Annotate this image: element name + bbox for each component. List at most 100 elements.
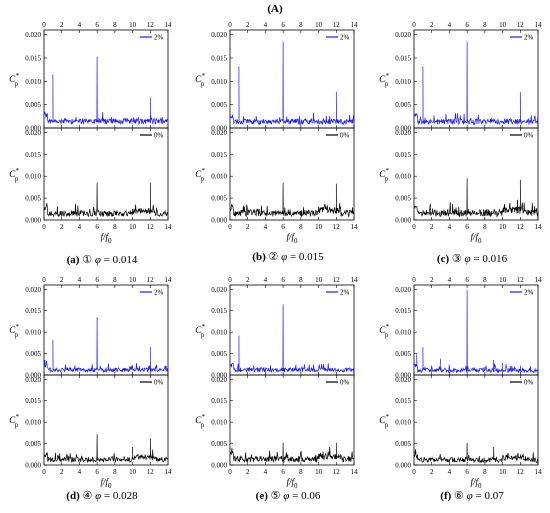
series-line-0% <box>414 178 539 218</box>
chart-caption: (d) ④ φ = 0.028 <box>66 490 138 502</box>
y-tick-label: 0.015 <box>395 307 411 315</box>
x-tick-label: 0 <box>412 223 416 231</box>
x-tick-label: 4 <box>448 223 452 231</box>
x-tick-label: 4 <box>448 468 452 476</box>
panel-frame <box>413 29 539 129</box>
y-tick-label: 0.015 <box>211 397 227 405</box>
y-tick-label: 0.020 <box>25 376 41 384</box>
legend-label: 0% <box>340 132 350 140</box>
x-tick-label: 0 <box>42 223 46 231</box>
y-tick-label: 0.020 <box>211 286 227 294</box>
y-tick-label: 0.015 <box>25 307 41 315</box>
x-tick-label: 12 <box>147 468 155 476</box>
y-tick-label: 0.015 <box>25 55 41 63</box>
x-axis-label: f/f0 <box>286 477 298 490</box>
y-tick-label: 0.020 <box>211 31 227 39</box>
x-tick-label-top: 6 <box>281 276 285 284</box>
y-tick-label: 0.000 <box>25 462 41 470</box>
legend-label: 2% <box>340 34 350 42</box>
legend-label: 0% <box>154 379 164 387</box>
x-tick-label-top: 10 <box>129 21 137 29</box>
panel-frame <box>229 374 355 466</box>
x-tick-label: 10 <box>129 223 137 231</box>
x-tick-label: 14 <box>351 223 359 231</box>
panel-bottom: 0.000 0.005 0.010 0.015 0.020 0 2 4 6 8 10 12 14 0% C*… <box>9 374 172 476</box>
x-tick-label-top: 0 <box>42 21 46 29</box>
legend-label: 0% <box>340 379 350 387</box>
series-line-0% <box>229 442 355 464</box>
x-tick-label: 14 <box>351 468 359 476</box>
x-tick-label-top: 6 <box>465 21 469 29</box>
panel-bottom: 0.000 0.005 0.010 0.015 0.020 0 2 4 6 8 10 12 14 0% C*… <box>379 127 543 231</box>
legend-label: 0% <box>154 132 164 140</box>
y-tick-label: 0.005 <box>25 101 41 109</box>
x-tick-label: 0 <box>228 468 232 476</box>
x-tick-label: 4 <box>78 468 82 476</box>
panel-frame <box>413 284 539 376</box>
x-tick-label-top: 0 <box>412 21 416 29</box>
panel-bottom: 0.000 0.005 0.010 0.015 0.020 0 2 4 6 8 10 12 14 0% C*… <box>9 127 173 231</box>
x-tick-label-top: 2 <box>60 21 64 29</box>
y-tick-label: 0.010 <box>25 173 41 181</box>
y-tick-label: 0.005 <box>395 440 411 448</box>
x-tick-label-top: 0 <box>412 276 416 284</box>
chart-caption: (f) ⑥ φ = 0.07 <box>440 490 504 502</box>
y-tick-label: 0.015 <box>25 397 41 405</box>
y-tick-label: 0.000 <box>211 372 227 380</box>
x-axis-label: f/f0 <box>100 477 112 490</box>
chart-caption: (c) ③ φ = 0.016 <box>437 253 508 265</box>
panel-frame <box>229 284 355 376</box>
y-tick-label: 0.005 <box>25 350 41 358</box>
x-tick-label: 8 <box>299 223 303 231</box>
x-tick-label: 14 <box>535 223 543 231</box>
x-tick-label: 2 <box>60 223 64 231</box>
x-tick-label-top: 6 <box>95 276 99 284</box>
y-tick-label: 0.005 <box>395 350 411 358</box>
y-tick-label: 0.005 <box>211 195 227 203</box>
y-tick-label: 0.020 <box>211 376 227 384</box>
y-tick-label: 0.000 <box>25 125 41 133</box>
x-tick-label-top: 14 <box>535 276 543 284</box>
series-line-0% <box>43 182 169 218</box>
x-tick-label-top: 8 <box>113 21 117 29</box>
y-tick-label: 0.010 <box>395 78 411 86</box>
x-tick-label: 10 <box>499 223 507 231</box>
y-tick-label: 0.010 <box>25 419 41 427</box>
x-tick-label-top: 10 <box>499 21 507 29</box>
y-axis-label: C* p <box>195 72 205 88</box>
y-tick-label: 0.015 <box>211 307 227 315</box>
x-tick-label: 6 <box>465 223 469 231</box>
y-tick-label: 0.000 <box>211 462 227 470</box>
x-tick-label: 6 <box>281 468 285 476</box>
x-tick-label-top: 12 <box>517 21 525 29</box>
x-tick-label-top: 10 <box>315 276 323 284</box>
y-axis-label: C* p <box>379 413 389 429</box>
x-tick-label: 14 <box>165 223 173 231</box>
series-line-0% <box>43 434 169 464</box>
x-tick-label: 8 <box>299 468 303 476</box>
x-tick-label: 8 <box>113 468 117 476</box>
x-tick-label-top: 2 <box>430 21 434 29</box>
y-axis-label: C* p <box>195 323 205 339</box>
x-tick-label-top: 4 <box>264 21 268 29</box>
x-tick-label-top: 8 <box>299 276 303 284</box>
x-tick-label-top: 4 <box>264 276 268 284</box>
y-tick-label: 0.020 <box>25 129 41 137</box>
y-tick-label: 0.010 <box>211 419 227 427</box>
x-tick-label-top: 4 <box>448 21 452 29</box>
panel-frame <box>229 127 355 221</box>
y-tick-label: 0.020 <box>395 31 411 39</box>
x-axis-label: f/f0 <box>470 477 482 490</box>
x-tick-label-top: 8 <box>483 21 487 29</box>
x-tick-label: 12 <box>333 223 341 231</box>
series-line-2% <box>43 56 169 126</box>
x-tick-label: 6 <box>281 223 285 231</box>
